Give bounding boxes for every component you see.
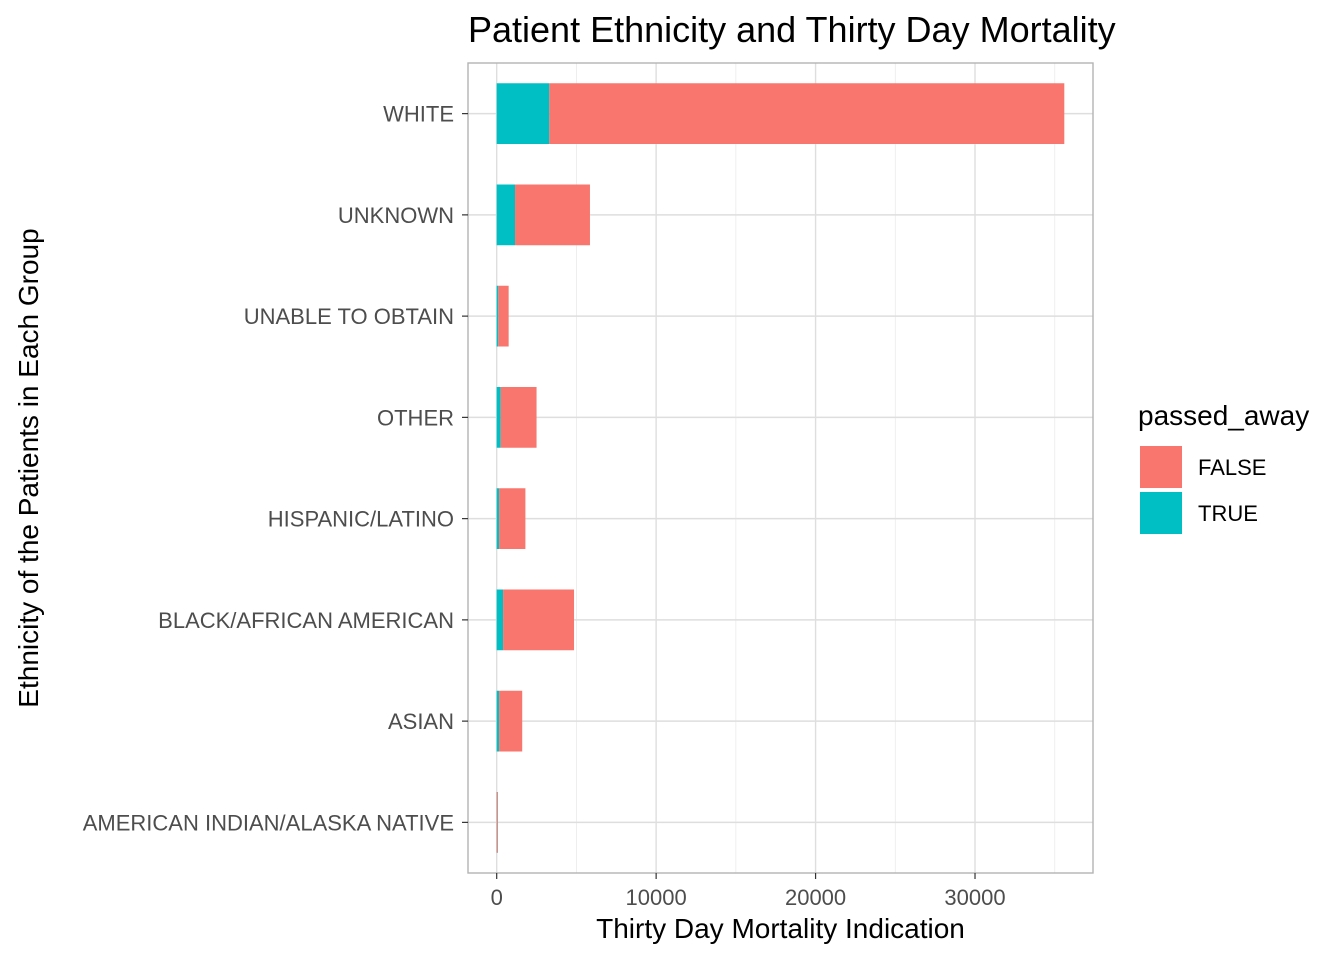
chart-title: Patient Ethnicity and Thirty Day Mortali…	[468, 9, 1116, 50]
bar-false	[499, 488, 526, 549]
legend-swatch-true	[1140, 492, 1182, 534]
x-tick-label: 30000	[944, 885, 1005, 910]
bar-false	[498, 285, 509, 347]
y-tick-label: UNKNOWN	[338, 203, 454, 228]
bar-true	[496, 285, 499, 347]
y-tick-label: BLACK/AFRICAN AMERICAN	[158, 608, 454, 633]
x-tick-label: 10000	[626, 885, 687, 910]
y-axis-title: Ethnicity of the Patients in Each Group	[13, 228, 44, 707]
plot-border	[467, 62, 1094, 874]
bars	[496, 83, 1065, 853]
legend-label-false: FALSE	[1198, 455, 1266, 480]
x-axis: 0 10000 20000 30000	[491, 873, 1006, 910]
x-tick-label: 0	[491, 885, 503, 910]
bar-false	[496, 792, 498, 853]
y-tick-label: AMERICAN INDIAN/ALASKA NATIVE	[83, 810, 454, 835]
grid	[468, 63, 1093, 873]
bar-false	[549, 83, 1065, 144]
legend-title: passed_away	[1138, 400, 1309, 431]
legend-swatch-false	[1140, 446, 1182, 488]
x-tick-label: 20000	[785, 885, 846, 910]
y-tick-label: WHITE	[383, 102, 454, 127]
y-tick-label: ASIAN	[388, 709, 454, 734]
bar-true	[496, 690, 500, 752]
bar-true	[496, 387, 501, 448]
y-tick-label: OTHER	[377, 405, 454, 430]
bar-false	[503, 589, 575, 651]
bar-true	[496, 184, 516, 246]
x-axis-title: Thirty Day Mortality Indication	[596, 913, 965, 944]
bar-false	[500, 387, 537, 448]
bar-false	[499, 690, 523, 752]
bar-true	[496, 488, 500, 549]
legend: passed_away FALSE TRUE	[1138, 400, 1309, 534]
legend-label-true: TRUE	[1198, 501, 1258, 526]
bar-true	[496, 83, 550, 144]
y-tick-label: HISPANIC/LATINO	[268, 507, 454, 532]
bar-false	[515, 184, 590, 246]
bar-true	[496, 589, 504, 651]
y-axis: AMERICAN INDIAN/ALASKA NATIVE ASIAN BLACK/…	[83, 102, 468, 835]
y-tick-label: UNABLE TO OBTAIN	[244, 304, 454, 329]
